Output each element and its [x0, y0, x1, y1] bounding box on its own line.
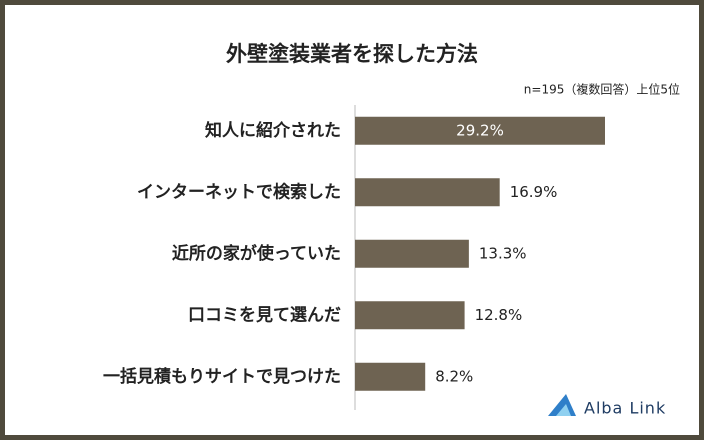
value-label: 8.2%: [435, 367, 473, 385]
logo-icon: [556, 404, 571, 416]
bar: [355, 362, 426, 391]
bar: [355, 301, 465, 330]
logo: Alba Link: [548, 394, 666, 418]
value-label: 16.9%: [510, 183, 558, 201]
category-label: 口コミを見て選んだ: [188, 305, 341, 325]
category-label: 近所の家が使っていた: [172, 243, 341, 264]
bar: [355, 116, 605, 145]
chart-subtitle: n=195（複数回答）上位5位: [524, 82, 680, 97]
chart-title: 外壁塗装業者を探した方法: [226, 42, 478, 66]
value-label: 12.8%: [475, 306, 523, 324]
logo-text: Alba Link: [584, 399, 666, 418]
value-label: 13.3%: [479, 244, 527, 262]
category-label: インターネットで検索した: [137, 181, 341, 202]
category-label: 知人に紹介された: [204, 120, 341, 141]
bar: [355, 178, 500, 207]
logo-icon: [548, 394, 576, 416]
category-label: 一括見積もりサイトで見つけた: [103, 366, 341, 387]
value-label: 29.2%: [456, 121, 504, 139]
bar: [355, 239, 469, 268]
